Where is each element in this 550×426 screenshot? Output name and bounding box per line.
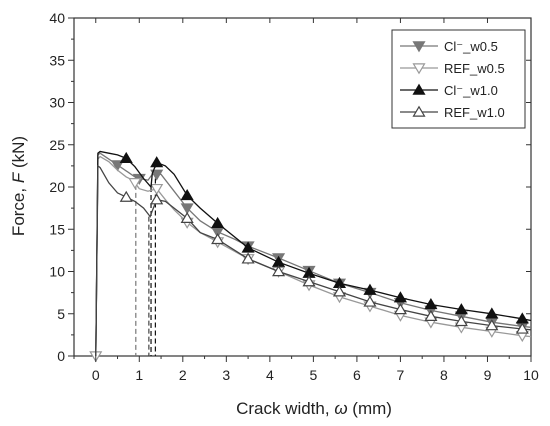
legend: Cl⁻_w0.5 REF_w0.5 Cl⁻_w1.0 REF_w1.0 <box>391 29 526 129</box>
series-2-point <box>128 178 142 190</box>
series-1-point <box>150 169 164 181</box>
x-tick-label: 4 <box>266 367 274 383</box>
series-4-point <box>150 193 164 205</box>
series-3-point <box>150 156 164 168</box>
series-4-point <box>424 309 438 322</box>
series-3-point <box>363 283 377 295</box>
x-tick-label: 3 <box>222 367 230 383</box>
series-4-point <box>454 314 468 327</box>
series-3-point <box>272 255 286 267</box>
series-4-point <box>485 319 499 331</box>
x-tick-label: 0 <box>92 367 100 383</box>
y-tick-label: 35 <box>49 52 65 68</box>
legend-swatch-marker <box>412 63 426 75</box>
series-4-point <box>515 322 529 334</box>
y-tick-label: 10 <box>49 264 65 280</box>
series-4-point <box>393 303 407 315</box>
y-tick-label: 20 <box>49 179 65 195</box>
series-4-point <box>302 275 316 287</box>
series-line-1 <box>95 152 532 357</box>
legend-entry-label: REF_w0.5 <box>444 61 505 76</box>
x-axis-title: Crack width, ω (mm) <box>236 399 392 418</box>
series-3-point <box>241 241 255 253</box>
legend-entry-label: Cl⁻_w0.5 <box>444 39 498 54</box>
y-axis-title: Force, F (kN) <box>9 136 28 236</box>
series-1-point <box>180 203 194 215</box>
series-4-point <box>119 190 133 202</box>
series-4-point <box>363 295 377 307</box>
legend-entry-label: Cl⁻_w1.0 <box>444 83 498 98</box>
y-tick-label: 30 <box>49 95 65 111</box>
legend-swatch-marker <box>412 41 426 53</box>
series-3-point <box>180 189 194 201</box>
series-1-point <box>110 160 125 172</box>
series-layer <box>89 150 532 363</box>
y-tick-label: 0 <box>57 348 65 364</box>
series-3-point <box>454 303 468 315</box>
x-tick-label: 10 <box>523 367 539 383</box>
series-3-point <box>211 216 225 229</box>
y-tick-label: 25 <box>49 137 65 153</box>
series-4-point <box>332 285 347 297</box>
y-tick-label: 40 <box>49 10 65 26</box>
legend-entry-label: REF_w1.0 <box>444 105 505 120</box>
x-tick-label: 8 <box>440 367 448 383</box>
series-2-point <box>150 183 164 196</box>
x-tick-label: 2 <box>179 367 187 383</box>
series-4-point <box>272 265 286 277</box>
x-tick-label: 6 <box>353 367 361 383</box>
x-tick-label: 9 <box>484 367 492 383</box>
y-tick-label: 15 <box>49 221 65 237</box>
y-tick-label: 5 <box>57 306 65 322</box>
series-4-point <box>241 252 255 264</box>
series-4-point <box>211 232 225 245</box>
series-3-point <box>119 151 133 163</box>
series-3-point <box>393 291 407 303</box>
series-4-point <box>180 211 194 223</box>
axes-layer: 0 1 2 3 4 5 6 7 8 9 10 0 5 10 15 20 25 30 35 40 <box>49 10 539 383</box>
series-3-point <box>424 298 438 310</box>
series-3-point <box>485 307 499 319</box>
legend-swatch-marker <box>412 105 426 117</box>
x-tick-label: 1 <box>135 367 143 383</box>
x-tick-label: 5 <box>309 367 317 383</box>
legend-swatch-marker <box>412 83 426 95</box>
x-tick-label: 7 <box>397 367 405 383</box>
